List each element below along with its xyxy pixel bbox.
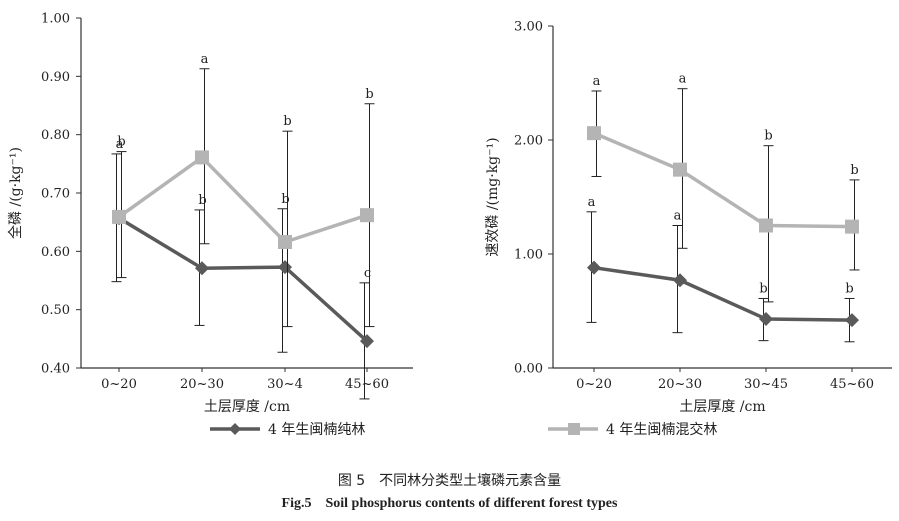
figure-caption-en: Fig.5 Soil phosphorus contents of differ… [281,496,618,511]
series-line [593,265,853,322]
data-point-square [195,150,209,165]
significance-letter: b [764,129,772,144]
y-axis-title: 全磷 /(g·kg⁻¹) [7,147,24,239]
x-tick-label: 20~30 [180,377,224,392]
legend: 4 年生闽楠纯林 [210,422,365,438]
y-tick-label: 0.50 [41,303,70,318]
series-2: a a b b [587,72,860,303]
significance-letter: a [588,195,596,210]
series-1: ab bc [111,137,374,400]
significance-letter: a [674,209,682,224]
data-point-square [759,218,773,233]
significance-letter: a [679,72,687,87]
x-tick-label: 0~20 [101,377,137,392]
x-tick-label: 30~4 [267,377,303,392]
y-tick-label: 0.90 [41,70,70,85]
data-point-square [673,162,687,177]
legend: 4 年生闽楠混交林 [548,421,717,438]
data-point-diamond [673,273,687,288]
chart-panel-1: 0.40 0.50 0.60 0.70 0.80 0.90 1.00 0~20 20~30 30~… [7,12,413,438]
significance-letter: a [201,52,209,67]
significance-letter: b [850,163,858,178]
series-1: a a b b [586,195,859,343]
significance-letter: a [593,74,601,89]
significance-letter: b [281,192,289,207]
x-tick-label: 45~60 [830,377,874,392]
y-tick-label: 1.00 [514,248,543,263]
y-tick-label: 0.60 [41,245,70,260]
significance-letter: a [116,137,124,152]
y-tick-label: 0.70 [41,187,70,202]
significance-letter: b [117,135,125,150]
significance-letter: b [198,193,206,208]
y-tick-label: 0.00 [514,362,543,377]
significance-letter: b [759,281,767,296]
series-line [117,155,368,245]
chart-panel-2: 0.00 1.00 2.00 3.00 0~20 20~30 30~45 45~60 土层厚度 … [485,20,892,438]
legend-label: 4 年生闽楠纯林 [268,422,365,438]
legend-marker-square [568,423,580,435]
legend-label: 4 年生闽楠混交林 [606,421,717,438]
series-line [118,216,369,343]
data-point-diamond [278,260,292,275]
y-axis-title: 速效磷 /(mg·kg⁻¹) [485,137,501,256]
data-point-square [845,219,859,234]
data-point-diamond [195,261,209,276]
x-tick-label: 45~60 [345,377,389,392]
data-point-diamond [360,334,374,349]
x-tick-label: 0~20 [576,377,612,392]
figure-caption-cn: 图 5 不同林分类型土壤磷元素含量 [337,473,562,489]
x-axis-title: 土层厚度 /cm [679,399,765,415]
y-tick-label: 0.40 [41,362,70,377]
data-point-square [587,126,601,141]
data-point-diamond [759,311,773,326]
significance-letter: b [845,281,853,296]
significance-letter: b [283,114,291,129]
x-tick-label: 20~30 [658,377,702,392]
figure-canvas: 0.40 0.50 0.60 0.70 0.80 0.90 1.00 0~20 20~30 30~… [7,12,892,438]
data-point-square [112,209,126,224]
y-tick-label: 0.80 [41,128,70,143]
y-tick-label: 1.00 [41,12,70,27]
significance-letter: b [365,87,373,102]
x-tick-label: 30~45 [744,377,788,392]
significance-letter: c [364,266,371,281]
series-line [593,131,853,229]
data-point-diamond [845,313,859,328]
y-tick-label: 3.00 [514,20,543,35]
x-axis-title: 土层厚度 /cm [204,399,290,415]
data-point-square [278,235,292,249]
legend-marker-diamond [229,423,241,435]
y-tick-label: 2.00 [514,134,543,149]
data-point-diamond [587,260,601,275]
data-point-square [360,208,374,223]
